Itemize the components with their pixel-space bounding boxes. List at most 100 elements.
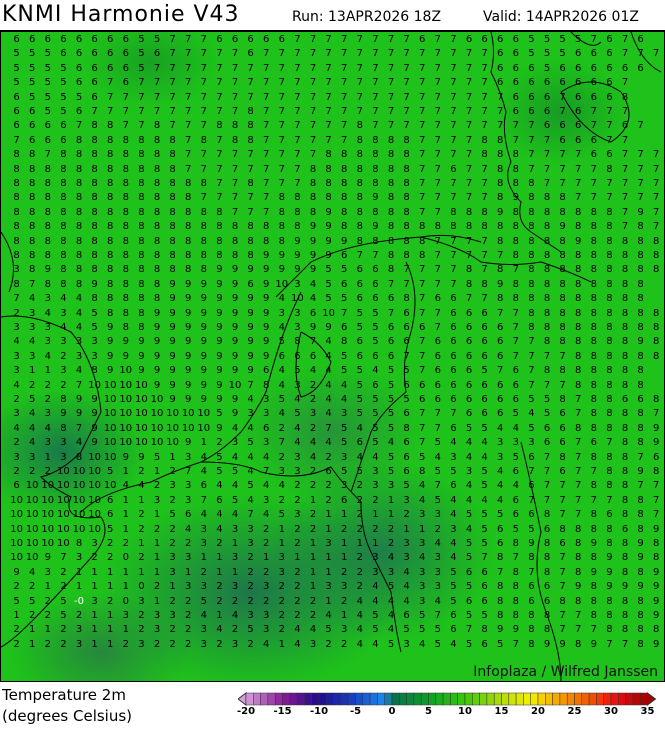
grid-value: 9 [637,336,644,348]
grid-value: 6 [75,34,83,45]
grid-value: 8 [13,235,20,247]
grid-value: 10 [57,466,70,477]
grid-value: 8 [621,278,629,290]
grid-value: 3 [13,408,20,420]
grid-value: 9 [75,394,83,405]
grid-value: 6 [216,494,223,506]
grid-value: 2 [247,595,254,607]
grid-value: 7 [606,120,613,132]
grid-value: 6 [559,437,566,449]
grid-value: 5 [247,437,254,449]
grid-value: 2 [185,595,192,607]
grid-value: 7 [75,379,83,391]
grid-value: 8 [621,250,629,261]
grid-value: 8 [575,523,582,535]
grid-value: 8 [653,552,660,564]
grid-value: 7 [60,552,67,564]
grid-value: 2 [247,552,254,564]
grid-value: 1 [91,610,98,621]
grid-value: 8 [325,178,332,189]
grid-value: 8 [107,206,114,218]
grid-value: 2 [356,581,363,593]
grid-value: 8 [637,437,644,449]
grid-value: 8 [356,192,363,204]
grid-value: 2 [356,494,363,506]
grid-value: 7 [637,48,644,60]
grid-value: 7 [387,34,395,45]
grid-value: 5 [481,480,488,492]
coastline-belgium-france [200,461,402,653]
grid-value: 6 [497,394,504,405]
grid-value: 6 [512,494,519,506]
grid-value: 4 [309,278,317,290]
grid-value: 6 [528,509,535,521]
grid-value: 7 [263,120,270,132]
grid-value: 9 [621,581,629,593]
grid-value: 7 [263,106,270,117]
grid-value: 8 [372,206,379,218]
coastline-denmark [490,32,662,253]
grid-value: 7 [653,509,660,521]
grid-value: 9 [169,394,176,405]
grid-value: 2 [294,538,301,549]
grid-value: 7 [512,552,519,564]
grid-value: 9 [216,293,223,305]
grid-value: 8 [185,221,192,233]
grid-value: 7 [450,77,457,89]
grid-value: 8 [637,408,644,420]
grid-value: 3 [419,538,426,549]
grid-value: 10 [72,494,86,506]
grid-value: 6 [653,451,660,463]
grid-value: 6 [450,624,457,636]
grid-value: 2 [278,422,285,434]
grid-value: 3 [294,307,301,319]
grid-value: 1 [216,610,223,621]
grid-value: 8 [497,221,504,233]
grid-value: 6 [543,523,551,535]
grid-value: 7 [528,163,535,175]
grid-value: 5 [356,365,363,377]
grid-value: 7 [419,178,426,189]
grid-value: 5 [372,322,379,333]
grid-value: 8 [122,278,129,290]
color-scale-cell [267,692,276,706]
grid-value: 2 [294,595,301,607]
grid-value: 9 [153,336,161,348]
grid-value: 8 [403,192,410,204]
grid-value: 8 [528,235,535,247]
grid-value: 1 [138,494,145,506]
color-scale-cell [552,692,561,706]
grid-value: 5 [138,48,145,60]
grid-value: 2 [60,581,67,593]
grid-value: 8 [543,278,551,290]
grid-value: 7 [309,62,317,74]
grid-value: 4 [44,350,51,362]
grid-value: 7 [169,34,176,45]
grid-value: 7 [263,149,270,161]
grid-value: 7 [575,466,582,477]
grid-value: 10 [41,494,55,506]
color-scale-cell [493,692,502,706]
grid-value: 8 [590,610,597,621]
grid-value: 3 [91,538,98,549]
color-scale-cell [566,692,575,706]
grid-value: 4 [403,581,410,593]
grid-value: 9 [216,322,223,333]
grid-value: 7 [263,62,270,74]
grid-value: 2 [309,610,317,621]
grid-value: 6 [512,466,519,477]
grid-value: 7 [387,106,395,117]
grid-value: 3 [60,336,67,348]
grid-value: 7 [387,77,395,89]
grid-value: 4 [372,581,379,593]
grid-value: 8 [497,595,504,607]
grid-value: 7 [419,106,426,117]
grid-value: 6 [403,408,410,420]
grid-value: 7 [497,307,504,319]
grid-value: 7 [419,293,426,305]
grid-value: 8 [153,221,161,233]
grid-value: 8 [247,178,254,189]
grid-value: 9 [169,278,176,290]
grid-value: 1 [294,552,301,564]
grid-value: 6 [372,293,379,305]
